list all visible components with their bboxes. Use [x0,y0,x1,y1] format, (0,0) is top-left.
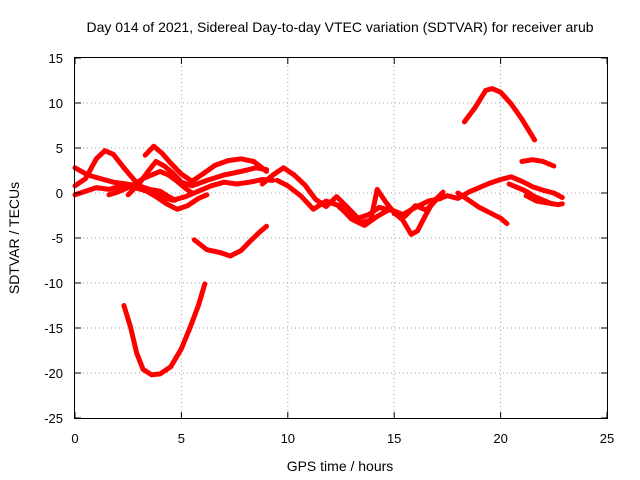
x-tick-label: 10 [281,431,295,446]
y-tick-label: -5 [51,231,63,246]
x-tick-label: 25 [600,431,614,446]
y-tick-label: 15 [49,51,63,66]
series-arc-n [461,86,538,143]
y-tick-label: -10 [44,276,63,291]
y-tick-label: 5 [56,141,63,156]
series-arc-f [142,143,269,184]
x-tick-label: 5 [178,431,185,446]
x-tick-label: 20 [493,431,507,446]
y-axis-label: SDTVAR / TECUs [6,182,22,294]
series-arc-p [519,157,557,169]
chart-title: Day 014 of 2021, Sidereal Day-to-day VTE… [86,19,593,35]
axis-ticks: 0 5 10 15 20 25 15 10 5 0 -5 -10 -15 -20 -25 [44,51,614,446]
series-arc-h [191,223,269,259]
y-tick-label: -15 [44,321,63,336]
x-axis-label: GPS time / hours [287,458,394,474]
x-tick-label: 15 [387,431,401,446]
data-series [72,86,565,378]
y-tick-label: -20 [44,366,63,381]
series-arc-l [391,174,565,219]
y-tick-label: 10 [49,96,63,111]
series-arc-c [72,177,276,203]
series-arc-g [121,281,208,378]
series-arc-m [455,190,510,227]
series-arc-e [125,159,269,198]
y-tick-label: -25 [44,411,63,426]
series-arc-i [259,165,393,221]
series-arc-q [523,193,565,208]
y-tick-label: 0 [56,186,63,201]
plot-frame [74,57,608,419]
x-tick-label: 0 [71,431,78,446]
